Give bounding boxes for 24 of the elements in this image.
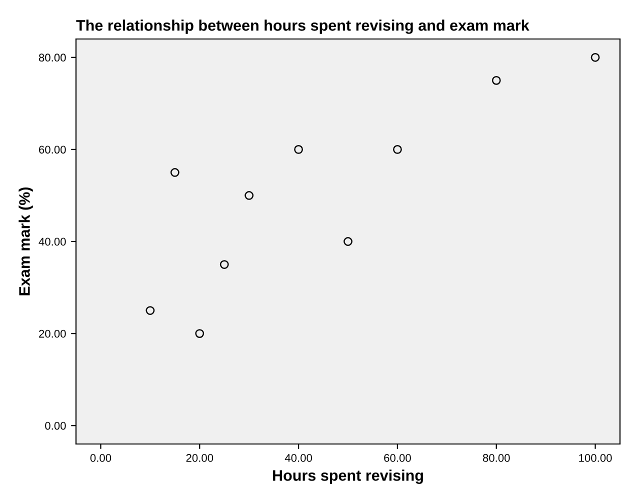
- x-tick-label: 20.00: [186, 454, 214, 462]
- y-tick-label: 0.00: [45, 422, 66, 430]
- y-tick-label: 20.00: [39, 330, 66, 338]
- point: [170, 168, 180, 177]
- chart-title: The relationship between hours spent revising and exam mark: [76, 20, 530, 34]
- x-tick-label: 0.00: [90, 454, 112, 462]
- point: [492, 76, 501, 85]
- point: [393, 145, 402, 154]
- y-tick-label: 40.00: [38, 238, 66, 246]
- point: [195, 329, 204, 338]
- y-tick-label: 60.00: [39, 146, 66, 154]
- y-tick-label: 80.00: [38, 54, 66, 62]
- x-tick-label: 80.00: [482, 454, 510, 462]
- x-axis-title: Hours spent revising: [273, 470, 423, 484]
- x-tick-label: 40.00: [284, 454, 312, 462]
- point: [146, 306, 155, 315]
- x-tick-label: 100.00: [579, 454, 612, 462]
- y-axis-title: Exam mark (%): [18, 187, 33, 296]
- x-tick-label: 60.00: [384, 454, 411, 462]
- point: [244, 191, 254, 200]
- point: [294, 145, 303, 154]
- point: [220, 260, 229, 269]
- point: [590, 52, 600, 62]
- point: [344, 237, 352, 246]
